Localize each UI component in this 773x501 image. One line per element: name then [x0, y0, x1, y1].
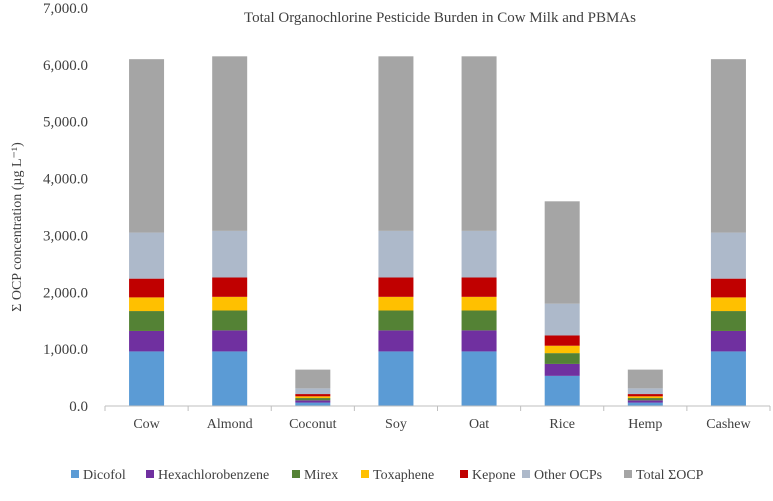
- bar-segment-hexachlorobenzene-cow: [129, 330, 165, 352]
- legend-label: Hexachlorobenzene: [158, 468, 269, 483]
- y-axis-label: Σ OCP concentration (µg L⁻¹): [10, 142, 25, 312]
- bar-segment-other-ocps-oat: [461, 230, 497, 278]
- bar-segment-toxaphene-cashew: [710, 297, 746, 312]
- legend-label: Kepone: [472, 468, 516, 483]
- bar-segment-total-ocp-cashew: [710, 59, 746, 233]
- legend: Dicofol Hexachlorobenzene Mirex Toxaphene Ke…: [71, 468, 704, 483]
- legend-swatch: [146, 470, 154, 478]
- bar-segment-total-ocp-rice: [544, 201, 580, 304]
- x-tick-label: Coconut: [289, 417, 337, 432]
- legend-label: Dicofol: [83, 468, 126, 483]
- x-tick-label: Hemp: [628, 417, 662, 432]
- bar-segment-toxaphene-soy: [378, 296, 414, 311]
- bar-segment-hexachlorobenzene-hemp: [627, 400, 663, 403]
- bar-segment-kepone-hemp: [627, 394, 663, 397]
- y-axis-ticks: 0.0 1,000.0 2,000.0 3,000.0 4,000.0 5,000.0 6,…: [43, 1, 88, 415]
- bar-segment-kepone-cashew: [710, 278, 746, 298]
- bar-segment-kepone-rice: [544, 335, 580, 346]
- legend-label: Mirex: [304, 468, 338, 483]
- bar-segment-hexachlorobenzene-rice: [544, 363, 580, 376]
- bar-segment-toxaphene-hemp: [627, 396, 663, 399]
- x-axis-ticks: Cow Almond Coconut Soy Oat Rice Hemp Cashew: [104, 406, 771, 432]
- bar-segment-other-ocps-hemp: [627, 388, 663, 395]
- bar-segment-mirex-hemp: [627, 398, 663, 401]
- bar-segment-kepone-cow: [129, 278, 165, 298]
- y-tick-label: 7,000.0: [43, 1, 88, 17]
- y-tick-label: 3,000.0: [43, 228, 88, 244]
- legend-swatch: [361, 470, 369, 478]
- legend-label: Other OCPs: [534, 468, 602, 483]
- bar-segment-total-ocp-oat: [461, 56, 497, 231]
- bar-segment-other-ocps-almond: [212, 230, 248, 278]
- y-tick-label: 0.0: [69, 399, 88, 415]
- bar-segment-toxaphene-oat: [461, 296, 497, 311]
- bar-segment-mirex-soy: [378, 310, 414, 331]
- bar-segment-dicofol-oat: [461, 351, 497, 406]
- bars: [129, 56, 746, 406]
- bar-segment-mirex-almond: [212, 310, 248, 331]
- bar-segment-hexachlorobenzene-coconut: [295, 400, 331, 403]
- legend-swatch: [460, 470, 468, 478]
- legend-swatch: [624, 470, 632, 478]
- legend-swatch: [71, 470, 79, 478]
- bar-segment-kepone-almond: [212, 277, 248, 297]
- bar-segment-total-ocp-soy: [378, 56, 414, 231]
- bar-segment-total-ocp-almond: [212, 56, 248, 231]
- x-tick-label: Cashew: [706, 417, 751, 432]
- bar-segment-other-ocps-soy: [378, 230, 414, 278]
- bar-segment-dicofol-rice: [544, 375, 580, 406]
- bar-segment-other-ocps-rice: [544, 303, 580, 336]
- x-tick-label: Cow: [133, 417, 160, 432]
- bar-segment-hexachlorobenzene-oat: [461, 330, 497, 352]
- bar-segment-other-ocps-cow: [129, 232, 165, 279]
- bar-segment-toxaphene-coconut: [295, 396, 331, 399]
- bar-segment-other-ocps-cashew: [710, 232, 746, 279]
- bar-segment-dicofol-cow: [129, 351, 165, 406]
- y-tick-label: 5,000.0: [43, 115, 88, 131]
- bar-segment-other-ocps-coconut: [295, 388, 331, 395]
- bar-segment-dicofol-almond: [212, 351, 248, 406]
- x-tick-label: Oat: [469, 417, 489, 432]
- chart-title: Total Organochlorine Pesticide Burden in…: [244, 10, 636, 26]
- bar-segment-total-ocp-coconut: [295, 369, 331, 389]
- bar-segment-total-ocp-cow: [129, 59, 165, 233]
- bar-segment-toxaphene-cow: [129, 297, 165, 312]
- bar-segment-dicofol-soy: [378, 351, 414, 406]
- y-tick-label: 6,000.0: [43, 58, 88, 74]
- legend-label: Total ΣOCP: [636, 468, 704, 483]
- bar-segment-mirex-coconut: [295, 398, 331, 401]
- x-tick-label: Almond: [207, 417, 253, 432]
- bar-segment-mirex-oat: [461, 310, 497, 331]
- legend-label: Toxaphene: [373, 468, 434, 483]
- bar-segment-hexachlorobenzene-soy: [378, 330, 414, 352]
- bar-segment-mirex-cow: [129, 311, 165, 331]
- x-tick-label: Soy: [385, 417, 407, 432]
- x-tick-label: Rice: [549, 417, 575, 432]
- bar-segment-mirex-rice: [544, 353, 580, 364]
- bar-segment-toxaphene-almond: [212, 296, 248, 311]
- y-tick-label: 2,000.0: [43, 285, 88, 301]
- legend-swatch: [522, 470, 530, 478]
- bar-segment-dicofol-cashew: [710, 351, 746, 406]
- bar-segment-mirex-cashew: [710, 311, 746, 331]
- legend-swatch: [292, 470, 300, 478]
- bar-segment-toxaphene-rice: [544, 345, 580, 354]
- bar-segment-dicofol-coconut: [295, 402, 331, 406]
- bar-segment-hexachlorobenzene-almond: [212, 330, 248, 352]
- y-tick-label: 4,000.0: [43, 172, 88, 188]
- bar-segment-kepone-oat: [461, 277, 497, 297]
- bar-segment-hexachlorobenzene-cashew: [710, 330, 746, 352]
- bar-segment-kepone-coconut: [295, 394, 331, 397]
- bar-segment-kepone-soy: [378, 277, 414, 297]
- bar-segment-total-ocp-hemp: [627, 369, 663, 389]
- y-tick-label: 1,000.0: [43, 342, 88, 358]
- bar-segment-dicofol-hemp: [627, 402, 663, 406]
